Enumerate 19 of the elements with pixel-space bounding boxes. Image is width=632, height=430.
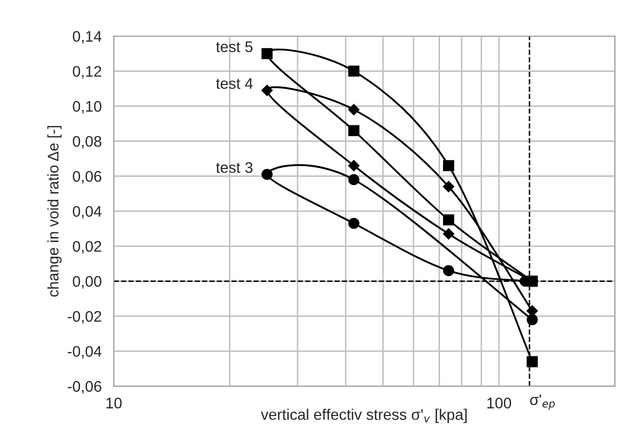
x-tick-label: 100 [487,398,512,408]
series-label: test 3 [216,162,252,173]
y-tick-label: 0,04 [72,206,102,219]
series-label: test 5 [216,42,253,52]
y-axis-title: change in void ratio Δe [-] [47,126,62,297]
y-tick-label: -0,02 [68,311,102,324]
ref-line-label: σ'$_{ep}$ [530,394,555,410]
y-tick-label: -0,06 [68,381,102,394]
y-tick-label: 0,02 [72,241,102,254]
y-tick-label: 0,06 [72,170,102,184]
y-tick-label: 0,14 [72,30,102,44]
x-axis-title: vertical effectiv stress σ'$_{v}$ [kpa] [260,408,467,423]
y-tick-label: 0,00 [72,276,102,289]
x-tick-label: 10 [106,398,122,408]
y-tick-label: 0,08 [72,136,102,149]
y-tick-label: 0,10 [72,100,102,114]
y-tick-label: -0,04 [68,346,102,359]
series-label: test 4 [216,78,253,89]
y-tick-label: 0,12 [72,66,102,79]
